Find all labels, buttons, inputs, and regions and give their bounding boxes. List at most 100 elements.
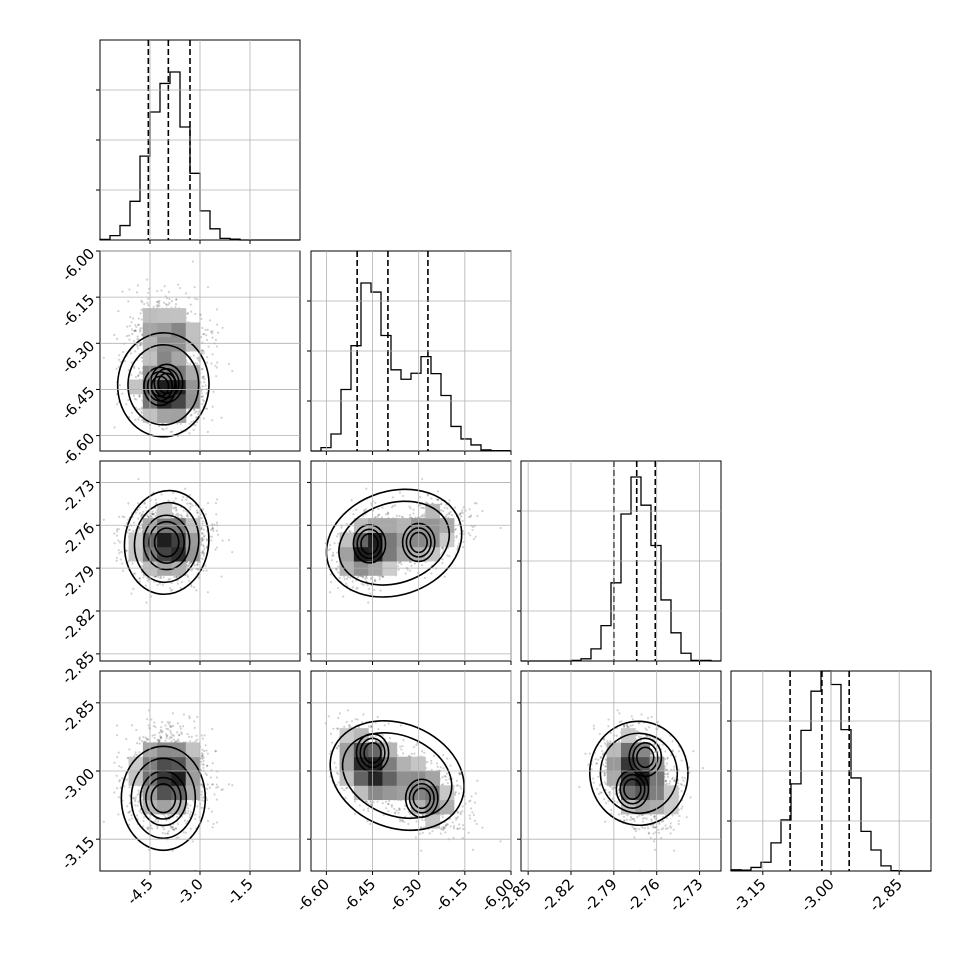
sample-point [137,374,140,377]
sample-point [329,591,332,594]
sample-point [154,515,157,518]
sample-point [156,300,159,304]
sample-point [459,532,462,535]
sample-point [423,506,426,510]
sample-point [448,555,451,558]
sample-point [136,502,140,505]
sample-point [365,577,368,580]
sample-point [186,512,189,515]
sample-point [211,336,214,339]
sample-point [170,300,174,303]
sample-point [446,513,449,516]
sample-point [162,576,165,579]
sample-point [161,583,164,587]
sample-point [116,337,119,340]
sample-point [202,333,205,336]
sample-point [121,515,124,518]
sample-point [134,329,137,332]
sample-point [138,577,141,580]
contour-2 [143,366,177,407]
sample-point [474,535,477,538]
sample-point [152,513,155,516]
sample-point [130,373,133,376]
sample-point [345,577,349,580]
sample-point [154,575,157,578]
sample-point [197,412,200,416]
sample-point [117,309,120,313]
sample-point [203,548,206,551]
sample-point [203,378,206,381]
sample-point [436,498,439,501]
sample-point [140,565,144,568]
sample-point [150,595,153,598]
sample-point [200,392,203,395]
sample-point [113,542,116,545]
sample-point [202,375,205,378]
scatter-points [102,260,234,438]
sample-point [469,515,472,518]
density-cell [171,393,187,409]
sample-point [190,569,193,572]
sample-point [132,365,136,368]
sample-point [201,520,204,523]
sample-point [193,411,196,414]
sample-point [121,350,125,354]
density-cell [185,379,201,395]
sample-point [195,589,198,592]
sample-point [200,516,203,520]
sample-point [201,551,204,554]
sample-point [188,502,191,505]
sample-point [175,298,178,301]
sample-point [337,532,340,536]
sample-point [197,410,200,413]
sample-point [136,408,139,411]
contour-outer [116,332,210,438]
sample-point [194,504,197,507]
sample-point [374,579,377,582]
sample-point [393,504,397,507]
sample-point [338,576,341,579]
sample-point [455,534,458,537]
sample-point [120,550,123,554]
sample-point [398,561,402,564]
sample-point [188,494,191,497]
sample-point [206,328,209,331]
sample-point [189,502,192,505]
sample-point [179,586,182,590]
sample-point [377,513,380,517]
sample-point [212,529,215,532]
sample-point [135,291,139,294]
sample-point [200,537,204,540]
sample-point [115,367,118,370]
scatter-panel-0 [96,250,301,455]
sample-point [221,326,224,329]
sample-point [102,820,105,823]
sample-point [121,569,125,572]
sample-point [140,406,143,409]
sample-point [451,514,454,517]
sample-point [196,563,199,566]
sample-point [118,358,121,361]
sample-point [164,732,168,736]
sample-point [329,543,332,547]
contour-1 [153,367,180,399]
sample-point [499,526,502,530]
sample-point [169,430,172,433]
sample-point [462,546,465,549]
sample-point [177,515,180,518]
sample-point [127,300,130,303]
sample-point [172,513,175,516]
density-cell [157,322,172,338]
sample-point [166,832,170,835]
sample-point [189,303,192,306]
sample-point [458,513,462,516]
sample-point [419,515,423,518]
sample-point [147,297,150,300]
sample-point [192,354,195,357]
sample-point [453,506,457,509]
sample-point [200,351,204,355]
sample-point [123,360,127,363]
sample-point [134,375,138,379]
density-cell [157,408,172,423]
sample-point [134,323,137,327]
